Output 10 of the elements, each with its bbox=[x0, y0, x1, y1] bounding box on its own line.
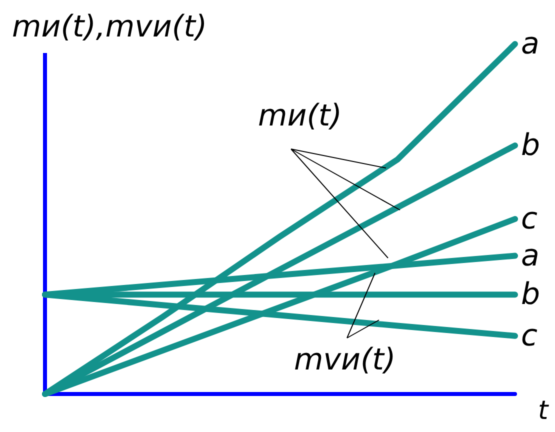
annotation: mvи(t) bbox=[294, 342, 396, 378]
series-label: b bbox=[521, 128, 540, 163]
series-label: a bbox=[521, 26, 540, 62]
x-axis-title: t bbox=[538, 396, 549, 426]
series-label: c bbox=[521, 202, 538, 236]
y-axis-title: mи(t),mvи(t) bbox=[12, 10, 208, 44]
series-label: c bbox=[521, 318, 538, 354]
series-label: a bbox=[521, 238, 540, 274]
series-label: b bbox=[521, 277, 540, 312]
annotation: mи(t) bbox=[258, 98, 342, 134]
